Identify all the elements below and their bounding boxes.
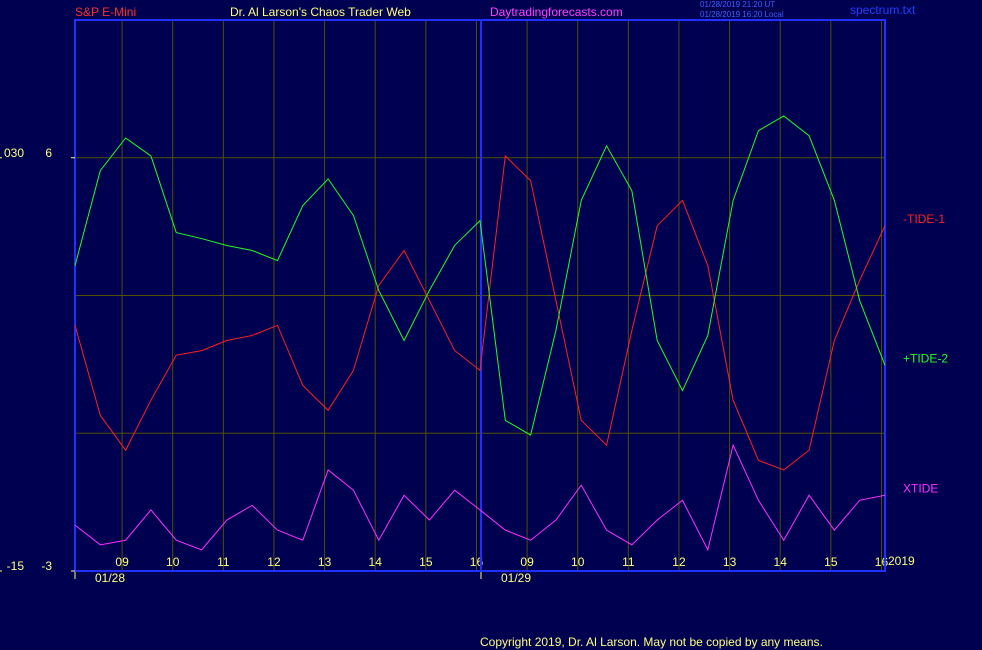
- x-tick-label: 09: [115, 555, 129, 569]
- x-tick-label: 10: [571, 555, 585, 569]
- y2-tick-label: -15: [7, 559, 25, 573]
- x-tick-label: 14: [369, 555, 383, 569]
- x-tick-label: 11: [622, 555, 635, 569]
- site-url: Daytradingforecasts.com: [490, 5, 623, 19]
- plot-border: [74, 19, 886, 572]
- timestamp: 01/28/2019 16:20 Local: [700, 10, 784, 19]
- year: 2019: [888, 554, 915, 568]
- x-tick-label: 13: [318, 555, 332, 569]
- date-label: 01/29: [501, 571, 531, 585]
- y2-tick-label: 030: [4, 146, 24, 160]
- x-tick-label: 12: [672, 555, 686, 569]
- file-name: spectrum.txt: [850, 3, 916, 17]
- x-tick-label: 15: [824, 555, 838, 569]
- instrument: S&P E-Mini: [75, 5, 136, 19]
- x-tick-label: 12: [267, 555, 281, 569]
- series-label: +TIDE-2: [903, 351, 948, 365]
- series-label: XTIDE: [903, 481, 938, 495]
- x-tick-label: 10: [166, 555, 180, 569]
- x-tick-label: 11: [217, 555, 230, 569]
- copyright: Copyright 2019, Dr. Al Larson. May not b…: [480, 635, 823, 649]
- site-title: Dr. Al Larson's Chaos Trader Web: [230, 5, 411, 19]
- date-label: 01/28: [95, 571, 125, 585]
- y-tick-label: -3: [41, 559, 52, 573]
- timestamp: 01/28/2019 21:20 UT: [700, 0, 775, 9]
- y-tick-label: 6: [45, 146, 52, 160]
- x-tick-label: 14: [774, 555, 788, 569]
- x-tick-label: 16: [875, 555, 889, 569]
- series-label: -TIDE-1: [903, 212, 945, 226]
- x-tick-label: 15: [419, 555, 433, 569]
- x-tick-label: 13: [723, 555, 737, 569]
- series-line: [74, 115, 886, 436]
- series-line: [74, 443, 886, 552]
- x-tick-label: 09: [520, 555, 534, 569]
- series-line: [74, 154, 886, 471]
